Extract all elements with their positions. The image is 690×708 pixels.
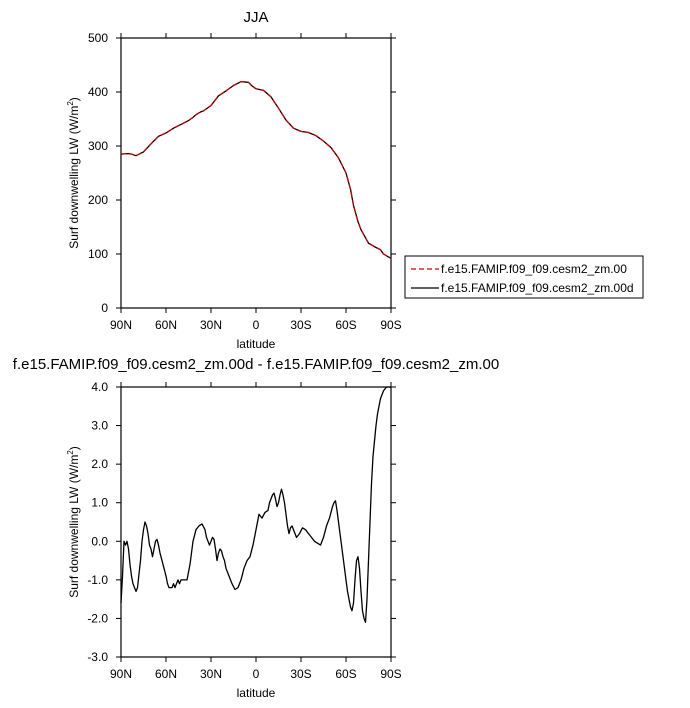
top-y-axis-label-close: )	[67, 97, 81, 101]
legend-box	[404, 255, 644, 299]
top-x-tick-label: 90S	[380, 318, 401, 332]
top-x-tick-label: 60S	[335, 318, 356, 332]
top-y-tick-label: 400	[88, 85, 108, 99]
bottom-x-tick-label: 30N	[200, 667, 222, 681]
top-y-axis-label-sup: 2	[66, 101, 75, 106]
bottom-y-axis-label: Surf downwelling LW (W/m2)	[66, 446, 81, 598]
bottom-x-tick-label: 60N	[155, 667, 177, 681]
legend: f.e15.FAMIP.f09_f09.cesm2_zm.00 f.e15.FA…	[404, 255, 644, 299]
top-y-tick-label: 0	[101, 301, 108, 315]
top-y-axis-label-main: Surf downwelling LW (W/m	[67, 106, 81, 249]
top-y-tick-label: 500	[88, 31, 108, 45]
bottom-x-tick-label: 90N	[110, 667, 132, 681]
top-y-tick-label: 300	[88, 139, 108, 153]
top-x-axis-label: latitude	[237, 337, 276, 351]
top-y-tick-label: 100	[88, 247, 108, 261]
bottom-panel: f.e15.FAMIP.f09_f09.cesm2_zm.00d - f.e15…	[13, 356, 499, 700]
bottom-series-line-1	[120, 386, 391, 623]
top-chart-title: JJA	[243, 9, 268, 26]
top-x-tick-label: 90N	[110, 318, 132, 332]
bottom-y-tick-label: 1.0	[91, 496, 108, 510]
top-plot-frame	[120, 37, 392, 309]
bottom-y-tick-label: 0.0	[91, 534, 108, 548]
legend-label-series-1: f.e15.FAMIP.f09_f09.cesm2_zm.00	[441, 262, 627, 276]
bottom-x-tick-label: 90S	[380, 667, 401, 681]
bottom-y-tick-label: -3.0	[87, 650, 108, 664]
top-x-tick-label: 0	[253, 318, 260, 332]
bottom-y-tick-label: 4.0	[91, 380, 108, 394]
bottom-x-tick-label: 60S	[335, 667, 356, 681]
top-y-tick-label: 200	[88, 193, 108, 207]
top-panel: JJA 90N 60N 30N 0 30S 60S 90S0100200300400500 …	[66, 9, 402, 351]
bottom-plot-marks: 90N 60N 30N 0 30S 60S 90S -3.0 -2.0 -1.0 0.0 1.0 2.0…	[87, 380, 401, 681]
top-x-tick-label: 30S	[290, 318, 311, 332]
top-y-axis-label: Surf downwelling LW (W/m2)	[66, 97, 81, 249]
bottom-x-tick-label: 30S	[290, 667, 311, 681]
bottom-y-tick-label: 2.0	[91, 457, 108, 471]
bottom-y-tick-label: -1.0	[87, 573, 108, 587]
bottom-y-tick-label: -2.0	[87, 611, 108, 625]
top-x-tick-label: 30N	[200, 318, 222, 332]
bottom-y-axis-label-sup: 2	[66, 450, 75, 455]
top-x-tick-label: 60N	[155, 318, 177, 332]
top-series-line-2	[120, 81, 392, 259]
bottom-x-axis-label: latitude	[237, 686, 276, 700]
top-plot-marks: 90N 60N 30N 0 30S 60S 90S 0 100 200 300 400 500	[88, 31, 402, 332]
bottom-chart-title: f.e15.FAMIP.f09_f09.cesm2_zm.00d - f.e15…	[13, 356, 499, 373]
bottom-y-axis-label-main: Surf downwelling LW (W/m	[67, 455, 81, 598]
bottom-y-axis-label-close: )	[67, 446, 81, 450]
bottom-plot-frame	[120, 386, 392, 658]
top-series-line-1	[120, 81, 392, 259]
bottom-y-tick-label: 3.0	[91, 419, 108, 433]
legend-label-series-2: f.e15.FAMIP.f09_f09.cesm2_zm.00d	[441, 281, 634, 295]
bottom-x-tick-label: 0	[253, 667, 260, 681]
